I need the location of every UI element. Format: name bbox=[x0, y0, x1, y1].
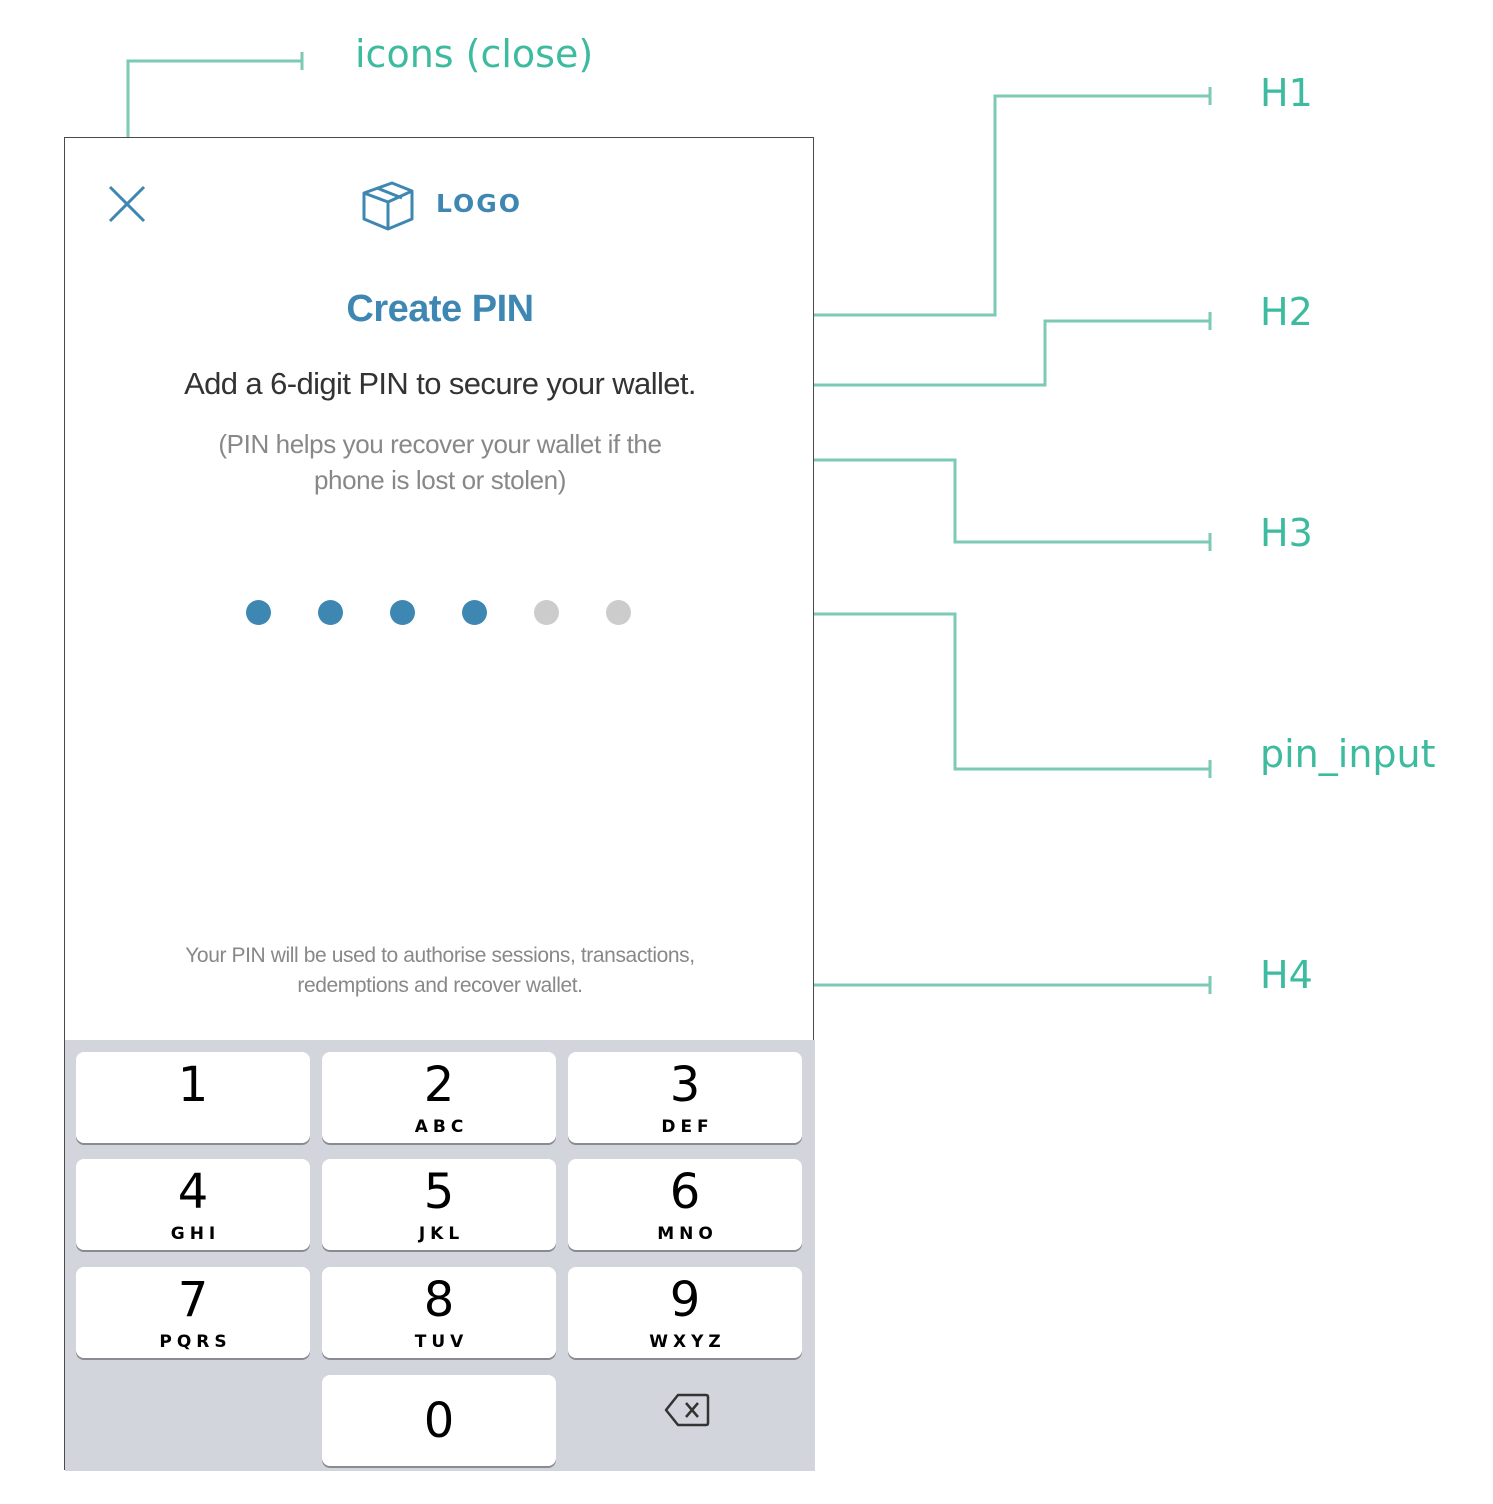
key-7[interactable]: 7 PQRS bbox=[76, 1267, 310, 1358]
key-digit: 1 bbox=[177, 1057, 209, 1113]
key-6[interactable]: 6 MNO bbox=[568, 1159, 802, 1250]
pin-dot-filled bbox=[390, 600, 415, 625]
help-text: (PIN helps you recover your wallet if th… bbox=[65, 426, 815, 498]
key-digit: 0 bbox=[423, 1393, 455, 1449]
key-3[interactable]: 3 DEF bbox=[568, 1052, 802, 1143]
key-5[interactable]: 5 JKL bbox=[322, 1159, 556, 1250]
pin-dot-filled bbox=[318, 600, 343, 625]
h2-annotation-label: H2 bbox=[1260, 290, 1313, 334]
key-0[interactable]: 0 bbox=[322, 1375, 556, 1466]
pin-dot-empty bbox=[606, 600, 631, 625]
key-digit: 5 bbox=[423, 1164, 455, 1220]
key-digit: 7 bbox=[177, 1272, 209, 1328]
logo-text: LOGO bbox=[436, 188, 523, 218]
key-digit: 9 bbox=[669, 1272, 701, 1328]
footnote-line-2: redemptions and recover wallet. bbox=[297, 974, 583, 997]
phone-screen: LOGO Create PIN Add a 6-digit PIN to sec… bbox=[64, 137, 815, 1471]
help-text-line-2: phone is lost or stolen) bbox=[314, 465, 566, 495]
footnote: Your PIN will be used to authorise sessi… bbox=[65, 941, 815, 1001]
pin-dot-filled bbox=[246, 600, 271, 625]
footnote-line-1: Your PIN will be used to authorise sessi… bbox=[185, 944, 695, 967]
pin-input[interactable] bbox=[246, 600, 678, 625]
key-digit: 3 bbox=[669, 1057, 701, 1113]
key-digit: 4 bbox=[177, 1164, 209, 1220]
key-9[interactable]: 9 WXYZ bbox=[568, 1267, 802, 1358]
key-digit: 8 bbox=[423, 1272, 455, 1328]
close-icon bbox=[108, 185, 146, 223]
key-8[interactable]: 8 TUV bbox=[322, 1267, 556, 1358]
pin-input-annotation-label: pin_input bbox=[1260, 732, 1436, 776]
key-4[interactable]: 4 GHI bbox=[76, 1159, 310, 1250]
backspace-button[interactable] bbox=[568, 1364, 802, 1455]
pin-dot-filled bbox=[462, 600, 487, 625]
cube-icon bbox=[362, 181, 414, 231]
key-letters: TUV bbox=[414, 1332, 469, 1352]
key-letters: WXYZ bbox=[649, 1332, 726, 1352]
h1-annotation-label: H1 bbox=[1260, 71, 1313, 115]
backspace-icon bbox=[664, 1393, 710, 1427]
key-letters: DEF bbox=[661, 1117, 714, 1137]
key-letters: ABC bbox=[414, 1117, 469, 1137]
key-letters: PQRS bbox=[159, 1332, 232, 1352]
key-letters: JKL bbox=[418, 1224, 465, 1244]
key-1[interactable]: 1 bbox=[76, 1052, 310, 1143]
key-digit: 2 bbox=[423, 1057, 455, 1113]
logo: LOGO bbox=[360, 175, 522, 231]
key-letters: GHI bbox=[170, 1224, 221, 1244]
key-digit: 6 bbox=[669, 1164, 701, 1220]
pin-dot-empty bbox=[534, 600, 559, 625]
h3-annotation-label: H3 bbox=[1260, 511, 1313, 555]
h4-annotation-label: H4 bbox=[1260, 953, 1313, 997]
close-button[interactable] bbox=[107, 184, 147, 224]
page-title: Create PIN bbox=[346, 288, 534, 330]
numeric-keypad: 1 2 ABC 3 DEF 4 GHI 5 JKL 6 MNO 7 PQRS 8 bbox=[65, 1040, 815, 1471]
page-subtitle: Add a 6-digit PIN to secure your wallet. bbox=[184, 366, 696, 401]
close-annotation-label: icons (close) bbox=[355, 32, 594, 76]
help-text-line-1: (PIN helps you recover your wallet if th… bbox=[218, 429, 662, 459]
key-2[interactable]: 2 ABC bbox=[322, 1052, 556, 1143]
key-letters: MNO bbox=[657, 1224, 718, 1244]
